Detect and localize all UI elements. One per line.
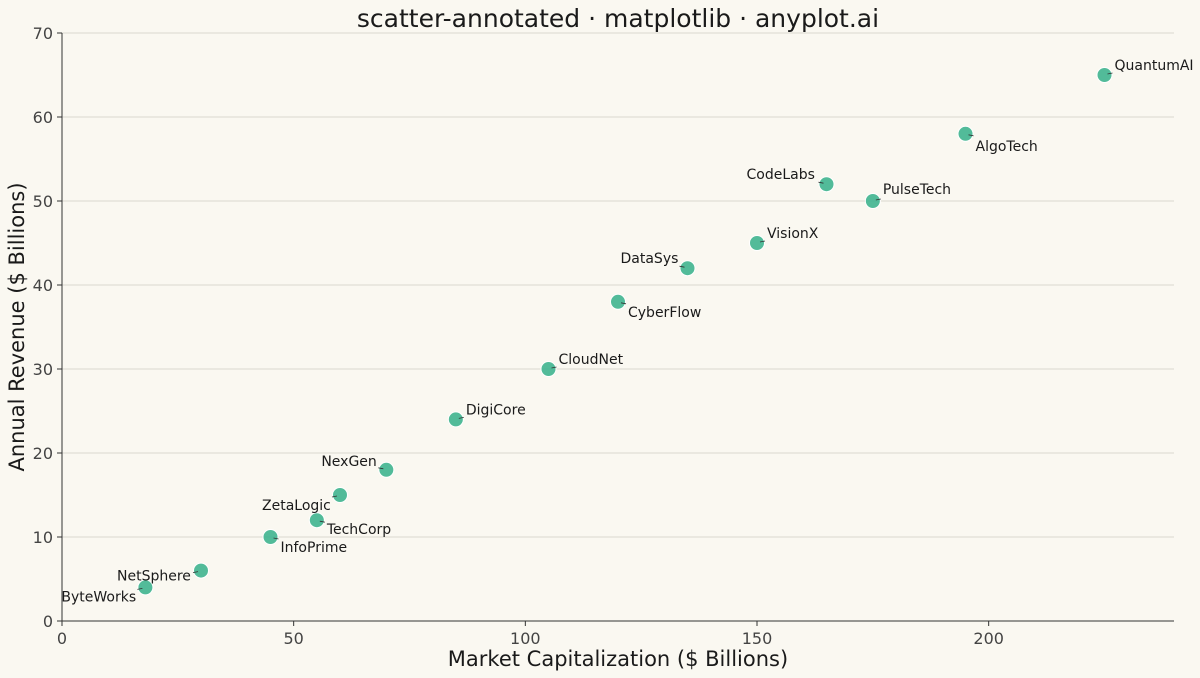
- x-tick-label: 200: [973, 629, 1004, 648]
- data-point: [610, 293, 626, 310]
- data-point: [193, 562, 209, 579]
- x-tick-label: 150: [742, 629, 773, 648]
- label-leader: [679, 265, 685, 268]
- label-leader: [1107, 72, 1113, 75]
- data-label: VisionX: [767, 226, 819, 242]
- data-label: CloudNet: [559, 352, 624, 368]
- y-tick-label: 30: [33, 360, 53, 379]
- y-tick-label: 0: [43, 612, 53, 631]
- data-label: CyberFlow: [628, 305, 701, 321]
- data-point: [332, 487, 348, 503]
- data-point: [137, 579, 154, 596]
- x-tick-label: 0: [57, 629, 67, 648]
- data-label: InfoPrime: [281, 540, 348, 556]
- label-leader: [192, 571, 199, 573]
- grid-lines: [62, 32, 1174, 538]
- label-leader: [137, 588, 143, 590]
- data-point: [864, 193, 881, 209]
- label-leader: [875, 198, 881, 201]
- label-leader: [620, 302, 627, 305]
- data-point: [957, 125, 974, 142]
- data-point: [679, 260, 696, 277]
- label-leader: [331, 495, 338, 498]
- data-point: [818, 176, 835, 193]
- data-point: [447, 411, 464, 428]
- data-label: NexGen: [321, 454, 376, 470]
- data-point: [262, 529, 279, 545]
- label-leader: [759, 240, 766, 243]
- data-labels: ByteWorks NetSphere InfoPrime TechCorp ZetaL…: [61, 58, 1193, 605]
- x-tick-label: 50: [283, 629, 303, 648]
- chart-title: scatter-annotated · matplotlib · anyplot…: [357, 4, 879, 33]
- data-label: AlgoTech: [976, 139, 1038, 155]
- data-point: [378, 461, 395, 478]
- y-tick-label: 20: [33, 444, 53, 463]
- x-axis-label: Market Capitalization ($ Billions): [448, 647, 788, 671]
- data-label: DataSys: [621, 251, 679, 267]
- data-label: ZetaLogic: [262, 498, 331, 514]
- label-leader: [818, 181, 824, 184]
- y-tick-label: 60: [33, 108, 53, 127]
- y-tick-label: 40: [33, 276, 53, 295]
- label-leader: [968, 134, 974, 137]
- y-axis-label: Annual Revenue ($ Billions): [5, 182, 29, 471]
- label-leader: [378, 467, 384, 470]
- data-label: QuantumAI: [1115, 58, 1194, 74]
- data-point: [749, 235, 765, 251]
- data-label: TechCorp: [326, 522, 391, 538]
- data-label: PulseTech: [883, 182, 951, 198]
- data-label: ByteWorks: [61, 589, 136, 605]
- y-tick-label: 50: [33, 192, 53, 211]
- data-point: [1096, 67, 1113, 83]
- data-label: DigiCore: [466, 402, 526, 418]
- data-label: NetSphere: [117, 569, 191, 585]
- x-tick-label: 100: [510, 629, 541, 648]
- data-label: CodeLabs: [747, 167, 815, 183]
- ticks: 0 10 20 30 40 50 60 70 0 50 100 150 200: [33, 24, 1004, 648]
- data-point: [540, 361, 557, 377]
- data-points: [137, 67, 1113, 596]
- y-tick-label: 70: [33, 24, 53, 43]
- label-leader: [319, 520, 325, 523]
- label-leader: [458, 417, 464, 419]
- data-point: [308, 512, 325, 529]
- y-tick-label: 10: [33, 528, 53, 547]
- label-leader: [551, 366, 557, 369]
- label-leader: [273, 537, 279, 540]
